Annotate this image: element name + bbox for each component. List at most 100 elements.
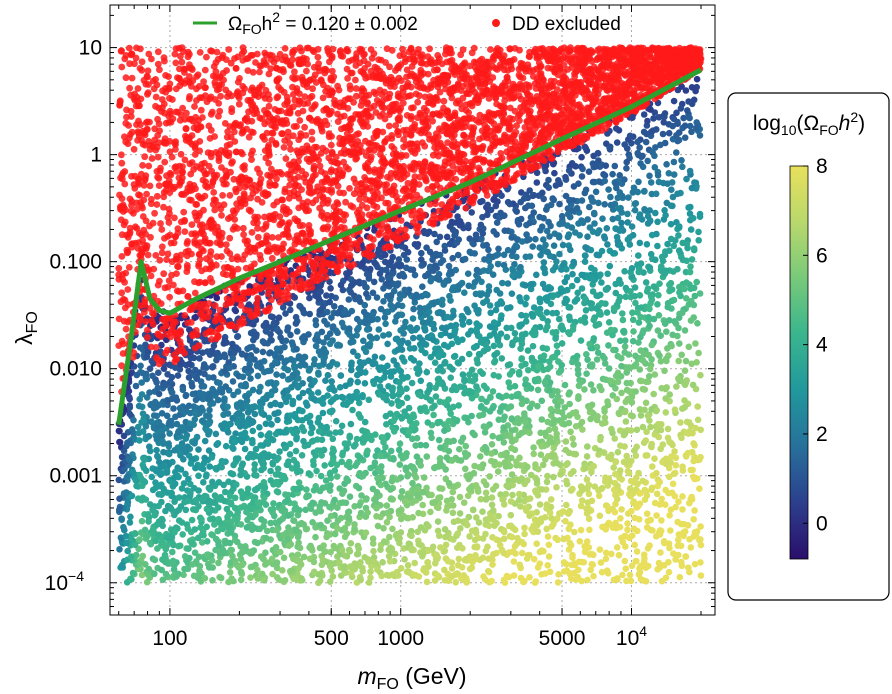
relic-point	[417, 405, 424, 412]
relic-point	[509, 247, 517, 255]
relic-point	[697, 572, 705, 579]
relic-point	[526, 429, 533, 437]
relic-point	[128, 492, 136, 500]
relic-point	[657, 445, 664, 453]
relic-point	[154, 545, 161, 552]
relic-point	[621, 443, 628, 450]
relic-point	[431, 230, 438, 238]
relic-point	[614, 448, 622, 456]
relic-point	[413, 365, 420, 373]
relic-point	[344, 508, 352, 516]
relic-point	[185, 545, 192, 552]
relic-point	[697, 559, 704, 566]
relic-point	[442, 541, 450, 549]
relic-point	[681, 134, 689, 141]
relic-point	[209, 478, 216, 486]
relic-point	[555, 369, 563, 376]
relic-point	[637, 347, 645, 354]
relic-point	[647, 106, 654, 113]
relic-point	[681, 122, 689, 129]
relic-point	[449, 502, 457, 509]
relic-point	[210, 374, 217, 381]
relic-point	[146, 389, 153, 396]
relic-point	[623, 577, 630, 585]
relic-point	[462, 465, 469, 473]
relic-point	[511, 382, 519, 390]
relic-point	[691, 453, 698, 461]
relic-point	[201, 454, 208, 462]
relic-point	[626, 241, 634, 248]
relic-point	[465, 331, 472, 338]
relic-point	[490, 319, 498, 326]
relic-point	[550, 444, 557, 452]
relic-point	[551, 169, 558, 177]
relic-point	[151, 556, 159, 564]
relic-point	[379, 474, 386, 482]
relic-point	[181, 553, 189, 560]
relic-point	[133, 371, 141, 379]
relic-point	[555, 571, 562, 578]
relic-point	[667, 527, 674, 534]
relic-point	[233, 481, 240, 488]
relic-point	[524, 463, 531, 471]
relic-point	[341, 552, 349, 559]
relic-point	[540, 352, 548, 360]
relic-point	[556, 250, 563, 258]
relic-point	[637, 333, 644, 341]
relic-point	[399, 271, 407, 278]
relic-point	[658, 495, 665, 503]
relic-point	[234, 333, 241, 341]
relic-point	[145, 518, 152, 525]
relic-point	[488, 457, 495, 465]
relic-point	[268, 337, 275, 344]
relic-point	[537, 451, 545, 459]
relic-point	[323, 423, 331, 431]
relic-point	[250, 336, 257, 344]
relic-point	[452, 230, 459, 238]
relic-point	[415, 509, 422, 517]
relic-point	[364, 341, 372, 349]
relic-point	[168, 373, 176, 381]
relic-point	[571, 298, 579, 305]
relic-point	[177, 466, 185, 473]
relic-point	[293, 428, 301, 435]
relic-point	[479, 411, 487, 419]
relic-point	[489, 404, 497, 412]
relic-point	[441, 360, 448, 367]
relic-point	[231, 438, 239, 446]
relic-point	[640, 111, 648, 118]
relic-point	[435, 436, 443, 444]
relic-point	[377, 546, 384, 553]
relic-point	[227, 499, 235, 506]
relic-point	[329, 396, 337, 403]
relic-point	[555, 177, 562, 184]
relic-point	[474, 488, 482, 495]
relic-point	[244, 345, 251, 353]
relic-point	[597, 271, 604, 279]
relic-point	[436, 494, 444, 501]
relic-point	[686, 114, 693, 122]
relic-point	[516, 477, 523, 485]
relic-point	[483, 241, 491, 249]
relic-point	[312, 317, 320, 324]
relic-point	[609, 429, 616, 437]
relic-point	[324, 371, 332, 379]
relic-point	[508, 438, 516, 445]
relic-point	[138, 517, 146, 525]
relic-point	[380, 434, 387, 441]
relic-point	[346, 331, 353, 338]
relic-point	[389, 525, 396, 533]
relic-point	[139, 552, 147, 560]
relic-point	[293, 345, 300, 353]
relic-point	[616, 467, 624, 474]
relic-point	[407, 354, 415, 362]
relic-point	[373, 334, 381, 342]
relic-point	[655, 178, 663, 186]
relic-point	[553, 515, 561, 522]
relic-point	[261, 494, 268, 502]
relic-point	[544, 318, 551, 325]
relic-point	[433, 551, 440, 559]
relic-point	[525, 366, 532, 374]
relic-point	[395, 402, 403, 410]
relic-point	[409, 435, 416, 443]
